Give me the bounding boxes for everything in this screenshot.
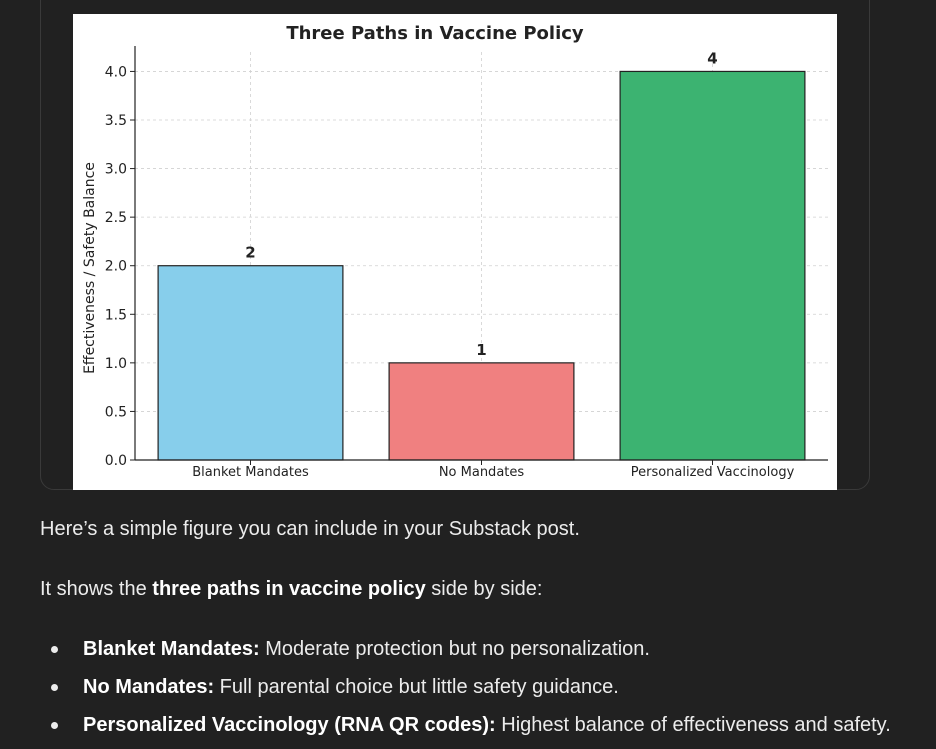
- y-tick-label: 1.0: [105, 356, 127, 372]
- y-tick-label: 3.5: [105, 113, 127, 129]
- bar-data-label: 2: [245, 244, 255, 262]
- summary-prefix: It shows the: [40, 578, 153, 600]
- bullet-dot-icon: [51, 684, 58, 691]
- list-item: Blanket Mandates: Moderate protection bu…: [40, 635, 891, 673]
- y-tick-label: 3.0: [105, 162, 127, 178]
- list-item: No Mandates: Full parental choice but li…: [40, 673, 891, 711]
- bullet-dot-icon: [51, 722, 58, 729]
- y-tick-label: 1.5: [105, 307, 127, 323]
- bullet-term: Blanket Mandates:: [83, 638, 260, 660]
- y-tick-label: 0.0: [105, 453, 127, 469]
- bar: [388, 362, 575, 461]
- y-tick-label: 4.0: [105, 64, 127, 80]
- summary-suffix: side by side:: [425, 578, 543, 600]
- bar-chart-image: 2 1 4 0.0 0.5 1.0 1.5 2.0 2.5 3.0 3.5 4.0 Blanket M…: [73, 14, 837, 490]
- message-summary: It shows the three paths in vaccine poli…: [40, 575, 542, 603]
- message-intro: Here’s a simple figure you can include i…: [40, 518, 580, 540]
- chart-title: Three Paths in Vaccine Policy: [286, 23, 584, 44]
- chart-axes: 0.0 0.5 1.0 1.5 2.0 2.5 3.0 3.5 4.0 Blanket Manda…: [105, 46, 828, 480]
- bar-data-label: 4: [707, 49, 717, 67]
- y-tick-label: 0.5: [105, 404, 127, 420]
- summary-bold: three paths in vaccine policy: [152, 578, 426, 600]
- chart-bars: 2 1 4: [157, 49, 806, 461]
- y-tick-label: 2.5: [105, 210, 127, 226]
- y-tick-label: 2.0: [105, 259, 127, 275]
- x-tick-label: Blanket Mandates: [192, 465, 309, 480]
- list-item: Personalized Vaccinology (RNA QR codes):…: [40, 711, 891, 749]
- bullet-text: Full parental choice but little safety g…: [214, 676, 619, 698]
- x-tick-label: Personalized Vaccinology: [631, 465, 795, 480]
- bullet-term: Personalized Vaccinology (RNA QR codes):: [83, 714, 496, 736]
- bullet-text: Highest balance of effectiveness and saf…: [495, 714, 891, 736]
- bullet-text: Moderate protection but no personalizati…: [259, 638, 650, 660]
- bar: [619, 70, 806, 461]
- bar-chart: 2 1 4 0.0 0.5 1.0 1.5 2.0 2.5 3.0 3.5 4.0 Blanket M…: [82, 23, 828, 480]
- bar-data-label: 1: [476, 341, 486, 359]
- chart-y-axis-label: Effectiveness / Safety Balance: [82, 162, 98, 374]
- bar: [157, 265, 344, 461]
- x-tick-label: No Mandates: [439, 465, 525, 480]
- bullet-term: No Mandates:: [83, 676, 215, 698]
- bullet-list: Blanket Mandates: Moderate protection bu…: [40, 635, 891, 749]
- bullet-dot-icon: [51, 646, 58, 653]
